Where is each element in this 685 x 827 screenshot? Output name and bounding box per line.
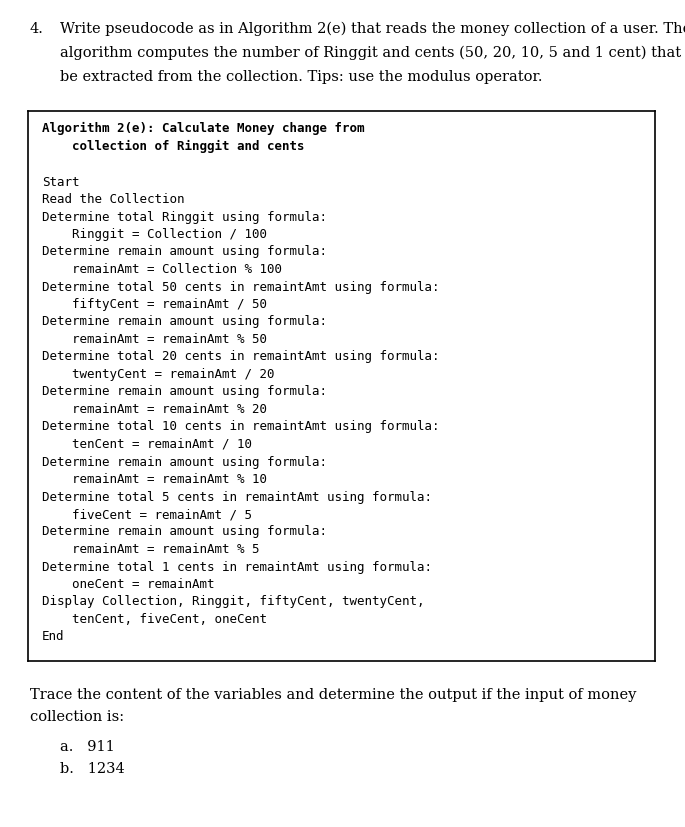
Text: Display Collection, Ringgit, fiftyCent, twentyCent,: Display Collection, Ringgit, fiftyCent, … — [42, 595, 425, 608]
Text: Algorithm 2(e): Calculate Money change from: Algorithm 2(e): Calculate Money change f… — [42, 122, 364, 135]
Text: Determine total 1 cents in remaintAmt using formula:: Determine total 1 cents in remaintAmt us… — [42, 560, 432, 573]
Text: remainAmt = remainAmt % 20: remainAmt = remainAmt % 20 — [42, 403, 267, 415]
Text: Determine total Ringgit using formula:: Determine total Ringgit using formula: — [42, 210, 327, 223]
Text: remainAmt = Collection % 100: remainAmt = Collection % 100 — [42, 263, 282, 275]
Text: Determine total 20 cents in remaintAmt using formula:: Determine total 20 cents in remaintAmt u… — [42, 350, 440, 363]
Text: Determine remain amount using formula:: Determine remain amount using formula: — [42, 455, 327, 468]
Text: remainAmt = remainAmt % 10: remainAmt = remainAmt % 10 — [42, 472, 267, 485]
Text: Determine remain amount using formula:: Determine remain amount using formula: — [42, 525, 327, 538]
Text: be extracted from the collection. Tips: use the modulus operator.: be extracted from the collection. Tips: … — [60, 70, 543, 84]
Text: collection of Ringgit and cents: collection of Ringgit and cents — [42, 140, 305, 153]
Text: b.   1234: b. 1234 — [60, 761, 125, 775]
Text: remainAmt = remainAmt % 50: remainAmt = remainAmt % 50 — [42, 332, 267, 346]
Text: Read the Collection: Read the Collection — [42, 193, 184, 206]
Text: oneCent = remainAmt: oneCent = remainAmt — [42, 577, 214, 590]
Text: Ringgit = Collection / 100: Ringgit = Collection / 100 — [42, 227, 267, 241]
Text: Write pseudocode as in Algorithm 2(e) that reads the money collection of a user.: Write pseudocode as in Algorithm 2(e) th… — [60, 22, 685, 36]
Text: End: End — [42, 629, 64, 643]
Text: Determine total 10 cents in remaintAmt using formula:: Determine total 10 cents in remaintAmt u… — [42, 420, 440, 433]
Text: fiftyCent = remainAmt / 50: fiftyCent = remainAmt / 50 — [42, 298, 267, 311]
Text: Determine remain amount using formula:: Determine remain amount using formula: — [42, 385, 327, 398]
Text: Start: Start — [42, 175, 79, 189]
Text: 4.: 4. — [30, 22, 44, 36]
Text: collection is:: collection is: — [30, 709, 124, 723]
Text: Determine total 5 cents in remaintAmt using formula:: Determine total 5 cents in remaintAmt us… — [42, 490, 432, 503]
Text: a.   911: a. 911 — [60, 739, 115, 753]
Text: Determine remain amount using formula:: Determine remain amount using formula: — [42, 315, 327, 328]
Text: twentyCent = remainAmt / 20: twentyCent = remainAmt / 20 — [42, 367, 275, 380]
Text: fiveCent = remainAmt / 5: fiveCent = remainAmt / 5 — [42, 508, 252, 520]
Text: remainAmt = remainAmt % 5: remainAmt = remainAmt % 5 — [42, 543, 260, 555]
Text: Trace the content of the variables and determine the output if the input of mone: Trace the content of the variables and d… — [30, 687, 636, 701]
Text: Determine total 50 cents in remaintAmt using formula:: Determine total 50 cents in remaintAmt u… — [42, 280, 440, 293]
Text: tenCent = remainAmt / 10: tenCent = remainAmt / 10 — [42, 437, 252, 451]
Text: tenCent, fiveCent, oneCent: tenCent, fiveCent, oneCent — [42, 612, 267, 625]
Text: algorithm computes the number of Ringgit and cents (50, 20, 10, 5 and 1 cent) th: algorithm computes the number of Ringgit… — [60, 46, 685, 60]
Text: Determine remain amount using formula:: Determine remain amount using formula: — [42, 245, 327, 258]
